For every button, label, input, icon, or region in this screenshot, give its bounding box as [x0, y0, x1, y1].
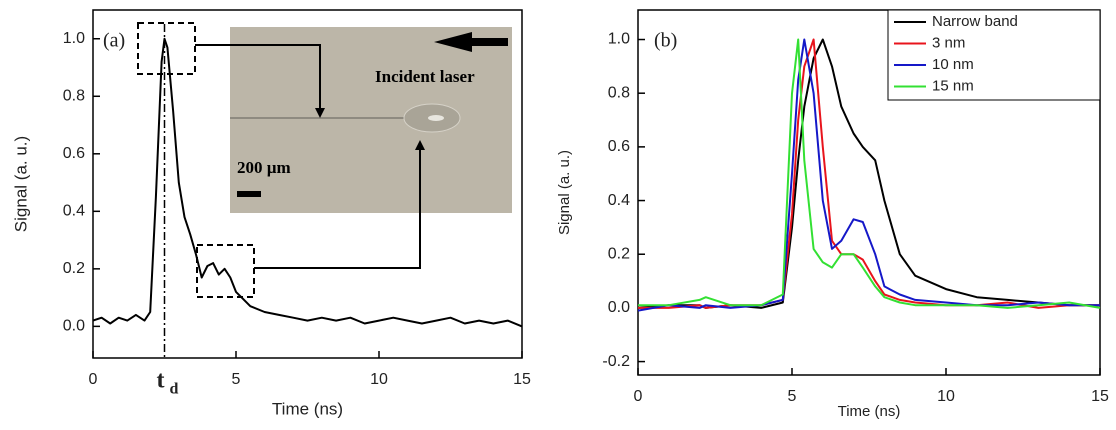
tail-box: [196, 244, 255, 298]
legend-label: 15 nm: [932, 77, 974, 94]
laser-arrow-head: [434, 32, 472, 52]
connector-head: [415, 140, 425, 150]
peak-box: [137, 22, 196, 75]
marker-label: t: [157, 368, 165, 394]
panel-label: (b): [654, 30, 677, 52]
y-axis-label: Signal (a. u.): [556, 150, 573, 235]
panel-label: (a): [103, 30, 125, 52]
y-tick-label: 0.0: [63, 318, 85, 335]
y-tick-label: 0.2: [63, 260, 85, 277]
scale-bar: [237, 191, 261, 197]
legend-box: [887, 9, 1101, 101]
series-line: [92, 37, 523, 328]
x-axis-label: Time (ns): [838, 403, 901, 420]
x-tick-label: 5: [788, 388, 797, 405]
series-line: [638, 38, 1101, 309]
connector-head: [315, 108, 325, 118]
legend-label: 3 nm: [932, 34, 965, 51]
x-axis-label: Time (ns): [272, 399, 343, 418]
y-tick-label: 0.6: [63, 145, 85, 162]
y-tick-label: 0.6: [608, 138, 630, 155]
x-tick-label: 10: [937, 388, 955, 405]
y-tick-label: 1.0: [608, 31, 630, 48]
inset-label: 200 µm: [237, 158, 291, 177]
plot-frame: [92, 9, 523, 359]
x-tick-label: 0: [89, 371, 98, 388]
y-tick-label: -0.2: [602, 353, 630, 370]
x-tick-label: 0: [634, 388, 643, 405]
laser-arrow-shaft: [470, 38, 508, 46]
x-tick-label: 15: [1091, 388, 1109, 405]
y-tick-label: 1.0: [63, 30, 85, 47]
y-tick-label: 0.4: [63, 203, 85, 220]
y-tick-label: 0.8: [63, 87, 85, 104]
x-tick-label: 15: [513, 371, 531, 388]
inset-spot-center: [428, 115, 444, 121]
y-axis-label: Signal (a. u.): [11, 136, 30, 232]
legend-label: 10 nm: [932, 56, 974, 73]
inset-photo: [230, 27, 512, 213]
y-tick-label: 0.0: [608, 299, 630, 316]
inset: [137, 22, 512, 298]
marker-subscript: d: [170, 381, 179, 398]
y-tick-label: 0.8: [608, 84, 630, 101]
y-tick-label: 0.2: [608, 245, 630, 262]
legend-label: Narrow band: [932, 13, 1018, 30]
x-tick-label: 10: [370, 371, 388, 388]
x-tick-label: 5: [232, 371, 241, 388]
connector: [254, 146, 421, 269]
plot-frame: [637, 9, 1101, 376]
y-tick-label: 0.4: [608, 192, 630, 209]
inset-label: Incident laser: [375, 67, 475, 86]
connector: [195, 44, 321, 112]
